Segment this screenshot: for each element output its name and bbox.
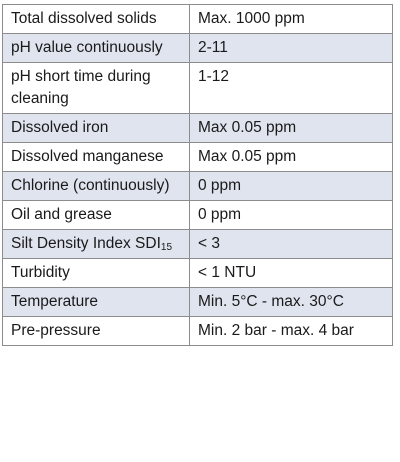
table-row: Oil and grease 0 ppm xyxy=(2,200,393,230)
table-row: Total dissolved solids Max. 1000 ppm xyxy=(2,4,393,34)
parameter-cell: Total dissolved solids xyxy=(2,4,190,34)
parameter-cell: Turbidity xyxy=(2,258,190,288)
parameter-subscript: 15 xyxy=(160,242,173,253)
parameter-cell: Dissolved manganese xyxy=(2,142,190,172)
table-row: Dissolved iron Max 0.05 ppm xyxy=(2,113,393,143)
parameter-cell: pH value continuously xyxy=(2,33,190,63)
parameter-label: Silt Density Index SDI xyxy=(11,235,161,252)
table-row: pH short time during cleaning 1-12 xyxy=(2,62,393,114)
parameter-cell: Temperature xyxy=(2,287,190,317)
value-cell: Min. 5°C - max. 30°C xyxy=(189,287,393,317)
value-cell: 0 ppm xyxy=(189,200,393,230)
value-cell: Max 0.05 ppm xyxy=(189,113,393,143)
table-row: pH value continuously 2-11 xyxy=(2,33,393,63)
table-row: Chlorine (continuously) 0 ppm xyxy=(2,171,393,201)
value-cell: 0 ppm xyxy=(189,171,393,201)
parameter-cell: pH short time during cleaning xyxy=(2,62,190,114)
value-cell: < 1 NTU xyxy=(189,258,393,288)
table-row: Pre-pressure Min. 2 bar - max. 4 bar xyxy=(2,316,393,346)
table-row: Dissolved manganese Max 0.05 ppm xyxy=(2,142,393,172)
table-row: Turbidity < 1 NTU xyxy=(2,258,393,288)
parameter-cell: Silt Density Index SDI15 xyxy=(2,229,190,259)
value-cell: 1-12 xyxy=(189,62,393,114)
parameter-cell: Oil and grease xyxy=(2,200,190,230)
parameter-cell: Chlorine (continuously) xyxy=(2,171,190,201)
value-cell: Max 0.05 ppm xyxy=(189,142,393,172)
table-row: Temperature Min. 5°C - max. 30°C xyxy=(2,287,393,317)
parameter-cell: Dissolved iron xyxy=(2,113,190,143)
water-quality-spec-table: Total dissolved solids Max. 1000 ppm pH … xyxy=(2,4,393,346)
table-row: Silt Density Index SDI15 < 3 xyxy=(2,229,393,259)
parameter-cell: Pre-pressure xyxy=(2,316,190,346)
value-cell: Max. 1000 ppm xyxy=(189,4,393,34)
value-cell: < 3 xyxy=(189,229,393,259)
value-cell: 2-11 xyxy=(189,33,393,63)
value-cell: Min. 2 bar - max. 4 bar xyxy=(189,316,393,346)
